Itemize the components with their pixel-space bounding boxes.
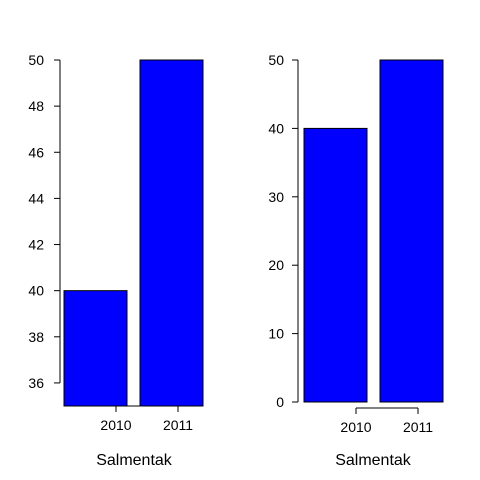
x-tick-label-2011: 2011	[403, 419, 433, 435]
x-axis-title: Salmentak	[335, 452, 412, 469]
y-tick-label: 48	[28, 98, 44, 114]
y-tick-label: 46	[28, 144, 44, 160]
bar-2011	[139, 59, 204, 407]
y-tick-label: 50	[28, 52, 44, 68]
y-tick-label: 38	[28, 329, 44, 345]
y-tick-label: 40	[28, 283, 44, 299]
y-tick-label: 30	[268, 189, 284, 205]
bar-2010	[63, 290, 128, 407]
x-tick-label-2010: 2010	[340, 419, 371, 435]
y-tick-label: 36	[28, 375, 44, 391]
y-tick-label: 40	[268, 120, 284, 136]
y-tick-label: 44	[28, 190, 44, 206]
x-axis-title: Salmentak	[96, 452, 173, 469]
x-tick-label-2011: 2011	[163, 417, 193, 433]
y-tick-label: 50	[268, 52, 284, 68]
x-tick-label-2010: 2010	[100, 417, 131, 433]
y-tick-label: 10	[268, 326, 284, 342]
bar-2010	[303, 127, 368, 403]
y-tick-label: 0	[276, 394, 284, 410]
y-tick-label: 20	[268, 257, 284, 273]
y-tick-label: 42	[28, 237, 44, 253]
bar-2011	[379, 59, 444, 403]
